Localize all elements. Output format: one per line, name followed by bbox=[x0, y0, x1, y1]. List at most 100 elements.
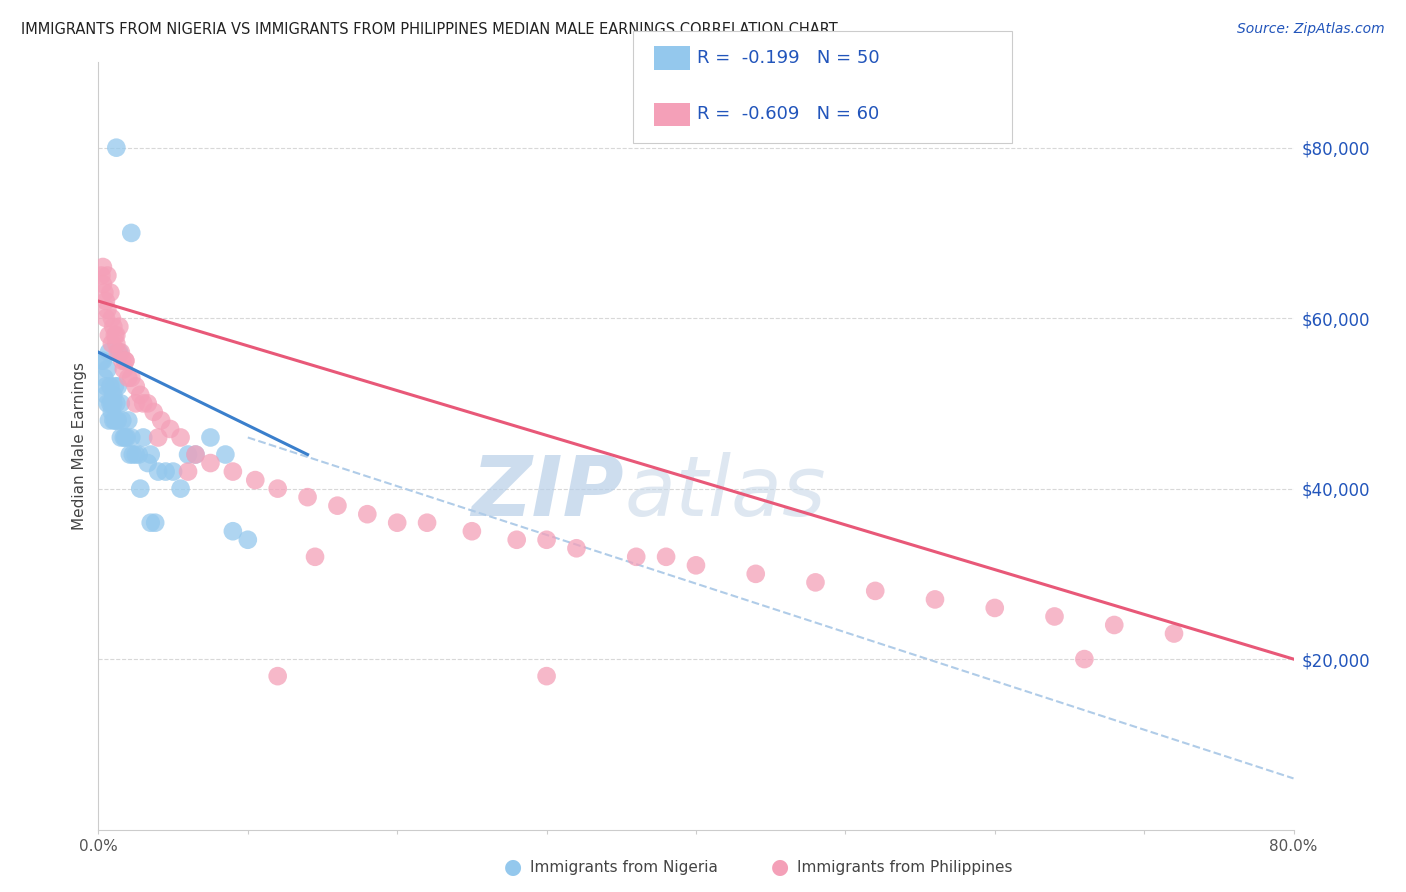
Point bbox=[96, 302, 118, 317]
Point bbox=[107, 345, 129, 359]
Point bbox=[101, 396, 124, 410]
Point bbox=[132, 396, 155, 410]
Point bbox=[108, 345, 131, 359]
Point bbox=[120, 371, 142, 385]
Point bbox=[267, 669, 290, 683]
Point bbox=[1043, 609, 1066, 624]
Point bbox=[97, 328, 120, 343]
Point bbox=[128, 448, 150, 462]
Point bbox=[536, 533, 558, 547]
Point bbox=[91, 260, 114, 274]
Point bbox=[105, 328, 128, 343]
Point bbox=[107, 413, 129, 427]
Point bbox=[214, 448, 236, 462]
Point bbox=[304, 549, 326, 564]
Point bbox=[110, 396, 132, 410]
Point bbox=[924, 592, 946, 607]
Point bbox=[162, 465, 184, 479]
Point bbox=[105, 396, 128, 410]
Text: R =  -0.199   N = 50: R = -0.199 N = 50 bbox=[697, 49, 880, 67]
Point bbox=[101, 336, 124, 351]
Point bbox=[984, 601, 1007, 615]
Text: R =  -0.609   N = 60: R = -0.609 N = 60 bbox=[697, 105, 880, 123]
Point bbox=[125, 379, 148, 393]
Point bbox=[416, 516, 439, 530]
Point bbox=[685, 558, 707, 573]
Point bbox=[91, 277, 114, 291]
Point bbox=[565, 541, 588, 556]
Point bbox=[143, 516, 166, 530]
Point bbox=[142, 405, 165, 419]
Point bbox=[105, 413, 128, 427]
Point bbox=[93, 285, 115, 300]
Point bbox=[1163, 626, 1185, 640]
Point bbox=[118, 448, 141, 462]
Point bbox=[96, 362, 118, 376]
Point bbox=[110, 430, 132, 444]
Point bbox=[865, 583, 887, 598]
Point bbox=[90, 268, 112, 283]
Point bbox=[103, 319, 125, 334]
Point bbox=[148, 430, 170, 444]
Point bbox=[222, 524, 245, 539]
Point bbox=[461, 524, 484, 539]
Point bbox=[129, 482, 152, 496]
Point bbox=[745, 566, 768, 581]
Point bbox=[117, 371, 139, 385]
Point bbox=[115, 430, 138, 444]
Point bbox=[184, 448, 207, 462]
Point bbox=[139, 448, 162, 462]
Point bbox=[655, 549, 678, 564]
Point bbox=[139, 516, 162, 530]
Point bbox=[94, 311, 117, 326]
Point bbox=[94, 379, 117, 393]
Text: ●: ● bbox=[505, 857, 522, 877]
Point bbox=[169, 430, 191, 444]
Point bbox=[114, 353, 136, 368]
Point bbox=[107, 379, 129, 393]
Point bbox=[110, 345, 132, 359]
Point bbox=[98, 285, 122, 300]
Point bbox=[97, 413, 120, 427]
Point bbox=[97, 345, 120, 359]
Point bbox=[150, 413, 173, 427]
Point bbox=[148, 465, 170, 479]
Point bbox=[169, 482, 191, 496]
Point bbox=[111, 413, 134, 427]
Point bbox=[104, 413, 127, 427]
Point bbox=[184, 448, 207, 462]
Text: ZIP: ZIP bbox=[471, 451, 624, 533]
Point bbox=[101, 405, 124, 419]
Point bbox=[117, 413, 139, 427]
Point bbox=[136, 456, 159, 470]
Point bbox=[125, 396, 148, 410]
Point bbox=[90, 353, 112, 368]
Point bbox=[103, 396, 125, 410]
Point bbox=[91, 353, 114, 368]
Point bbox=[177, 448, 200, 462]
Point bbox=[114, 353, 136, 368]
Point bbox=[121, 448, 143, 462]
Point bbox=[98, 379, 122, 393]
Point bbox=[200, 456, 222, 470]
Point bbox=[103, 388, 125, 402]
Point bbox=[98, 396, 122, 410]
Point bbox=[200, 430, 222, 444]
Text: Immigrants from Nigeria: Immigrants from Nigeria bbox=[530, 860, 718, 874]
Point bbox=[1104, 618, 1126, 632]
Point bbox=[96, 268, 118, 283]
Point bbox=[804, 575, 827, 590]
Point bbox=[536, 669, 558, 683]
Point bbox=[94, 388, 117, 402]
Point bbox=[326, 499, 349, 513]
Point bbox=[222, 465, 245, 479]
Point bbox=[385, 516, 409, 530]
Point bbox=[506, 533, 529, 547]
Point bbox=[125, 448, 148, 462]
Text: Source: ZipAtlas.com: Source: ZipAtlas.com bbox=[1237, 22, 1385, 37]
Point bbox=[236, 533, 259, 547]
Point bbox=[105, 141, 128, 155]
Point bbox=[297, 490, 319, 504]
Point bbox=[267, 482, 290, 496]
Point bbox=[245, 473, 267, 487]
